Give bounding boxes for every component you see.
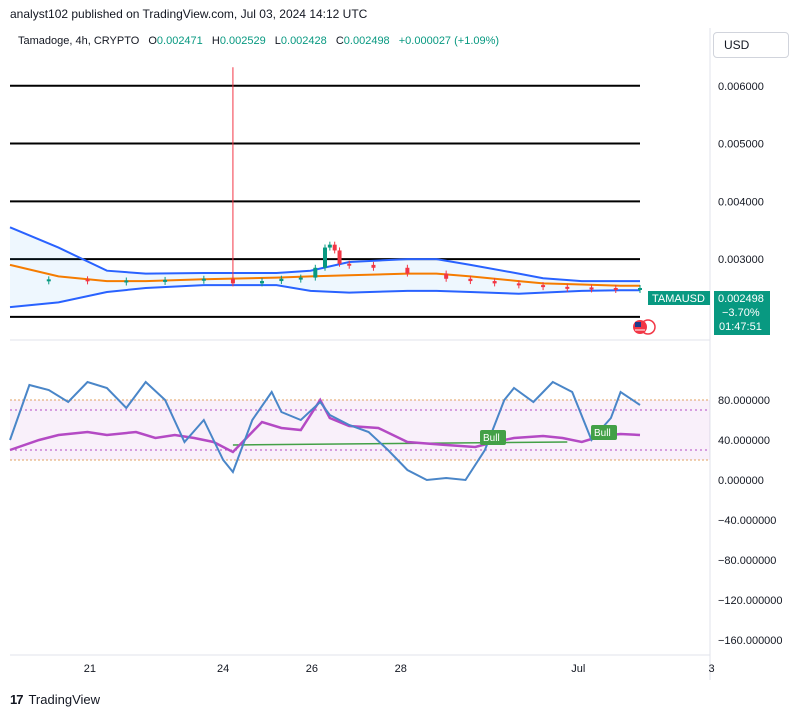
high-label: H — [211, 35, 220, 47]
tradingview-logo-text: TradingView — [28, 692, 101, 707]
high-value: 0.002529 — [219, 35, 266, 47]
currency-button[interactable]: USD — [713, 32, 789, 58]
osc-tick-label-6: −160.000000 — [718, 635, 783, 647]
osc-tick-label-3: −40.000000 — [718, 515, 776, 527]
bull-label-2-text: Bull — [594, 428, 611, 439]
open-label: O — [148, 35, 157, 47]
candle-body-24 — [589, 287, 594, 290]
time-tick-label-5: 3 — [708, 663, 714, 675]
price-tick-label-3: 0.003000 — [718, 254, 764, 266]
candle-body-19 — [468, 278, 473, 282]
price-tick-label-1: 0.005000 — [718, 139, 764, 151]
candle-body-9 — [298, 277, 303, 280]
candle-body-8 — [279, 278, 284, 282]
candle-body-22 — [541, 285, 546, 288]
candle-body-3 — [124, 280, 129, 283]
candle-body-1 — [46, 279, 51, 282]
candle-body-2 — [85, 279, 90, 282]
tradingview-logo-icon: 17 — [10, 692, 24, 707]
price-tag-change: −3.70% — [722, 307, 760, 319]
bull-label-1-text: Bull — [483, 433, 500, 444]
candle-body-12 — [327, 244, 332, 248]
candle-body-21 — [516, 283, 521, 286]
price-tag: TAMAUSD 0.002498 −3.70% 01:47:51 — [648, 291, 770, 335]
low-label: L — [274, 35, 281, 47]
close-label: C — [335, 35, 344, 47]
time-tick-label-3: 28 — [395, 663, 407, 675]
candle-body-25 — [613, 288, 618, 290]
candle-body-14 — [337, 250, 342, 264]
bull-label-2: Bull — [591, 425, 617, 440]
price-tag-price: 0.002498 — [718, 293, 764, 305]
axes: 0.006000 0.005000 0.004000 0.003000 80.00000… — [84, 81, 783, 675]
bollinger-lower-line — [9, 284, 640, 309]
candle-body-7 — [260, 281, 264, 284]
close-value: 0.002498 — [343, 35, 390, 47]
candle-body-15 — [347, 263, 352, 266]
price-tag-countdown: 01:47:51 — [719, 321, 762, 333]
candle-body-17 — [405, 267, 410, 274]
osc-tick-label-4: −80.000000 — [718, 555, 776, 567]
candle-body-23 — [565, 286, 570, 289]
candle-body-4 — [163, 279, 168, 282]
candle-body-10 — [313, 267, 318, 278]
price-tag-symbol: TAMAUSD — [652, 293, 705, 305]
candle-body-13 — [332, 244, 337, 251]
open-value: 0.002471 — [156, 35, 203, 47]
time-tick-label-2: 26 — [306, 663, 318, 675]
bollinger-fill — [10, 227, 640, 308]
price-tick-label-0: 0.006000 — [718, 81, 764, 93]
osc-tick-label-2: 0.000000 — [718, 475, 764, 487]
change-value: +0.000027 (+1.09%) — [398, 35, 500, 47]
symbol-name[interactable]: Tamadoge, 4h, CRYPTO — [18, 35, 140, 47]
osc-tick-label-1: 40.000000 — [718, 435, 770, 447]
bollinger-upper-line — [9, 226, 640, 283]
stoch-d-line — [9, 397, 641, 454]
bull-label-1: Bull — [480, 430, 506, 445]
us-flag-icon[interactable] — [633, 319, 656, 335]
price-pane[interactable] — [9, 67, 642, 318]
candle-body-11 — [323, 247, 327, 268]
publisher-line: analyst102 published on TradingView.com,… — [10, 7, 368, 21]
candle-body-5 — [201, 278, 206, 281]
bull-divergence-line — [232, 441, 568, 446]
osc-tick-label-0: 80.000000 — [718, 395, 770, 407]
tradingview-logo[interactable]: 17 TradingView — [10, 692, 100, 707]
low-value: 0.002428 — [280, 35, 327, 47]
time-tick-label-1: 24 — [217, 663, 229, 675]
price-tick-label-2: 0.004000 — [718, 196, 764, 208]
candle-body-16 — [371, 264, 376, 268]
time-tick-label-0: 21 — [84, 663, 96, 675]
time-tick-label-4: Jul — [571, 663, 585, 675]
candle-body-20 — [492, 281, 497, 284]
symbol-ohlc-line: Tamadoge, 4h, CRYPTO O0.002471 H0.002529… — [18, 35, 499, 47]
candle-body-18 — [444, 273, 449, 279]
candle-body-26 — [638, 288, 642, 290]
osc-tick-label-5: −120.000000 — [718, 595, 783, 607]
stoch-k-line — [9, 380, 641, 482]
